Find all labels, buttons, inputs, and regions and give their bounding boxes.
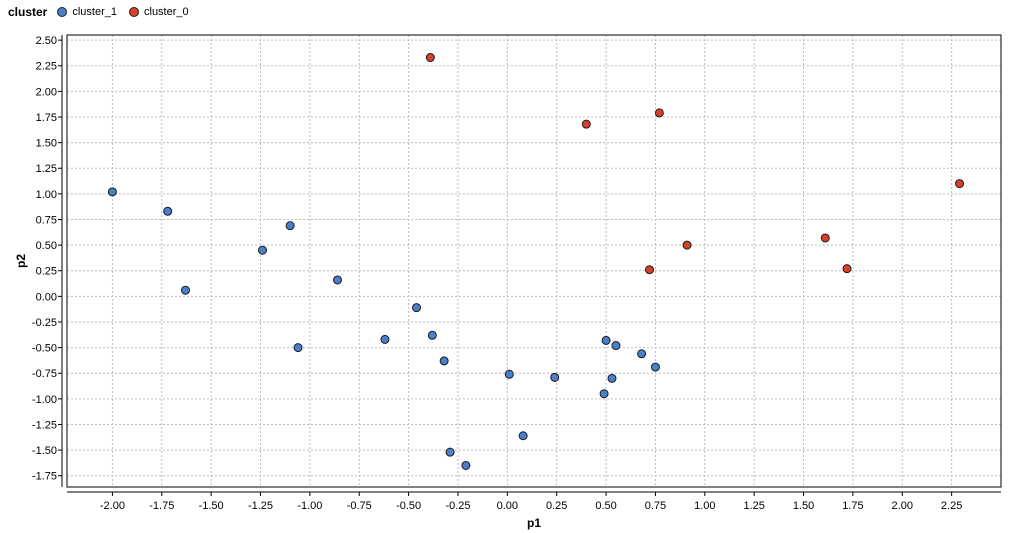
y-tick-label: 2.25 (36, 61, 57, 73)
x-tick-label: 1.50 (793, 500, 814, 512)
point-cluster-1 (285, 221, 295, 231)
legend-item-cluster-1[interactable]: cluster_1 (57, 6, 117, 18)
legend-label-cluster-0: cluster_0 (144, 6, 189, 18)
point-cluster-0 (842, 264, 852, 274)
point-cluster-1 (439, 356, 449, 366)
y-tick-label: 1.25 (36, 163, 57, 175)
x-tick-label: 2.00 (892, 500, 913, 512)
point-cluster-0 (425, 53, 435, 63)
x-tick-label: 0.50 (595, 500, 616, 512)
point-cluster-1 (504, 369, 514, 379)
y-axis-ticks: 2.50 2.25 2.00 1.75 1.50 1.25 1.00 0.75 0.50 0.25… (32, 35, 62, 483)
point-cluster-1 (412, 303, 422, 313)
y-tick-label: 2.50 (36, 35, 57, 47)
y-tick-label: -1.25 (32, 419, 57, 431)
y-axis-title: p2 (14, 254, 28, 268)
x-tick-label: 0.25 (546, 500, 567, 512)
point-cluster-1 (607, 373, 617, 383)
legend-item-cluster-0[interactable]: cluster_0 (129, 6, 189, 18)
point-cluster-1 (107, 187, 117, 197)
y-tick-label: 0.25 (36, 266, 57, 278)
point-cluster-1 (599, 389, 609, 399)
point-cluster-1 (257, 245, 267, 255)
point-cluster-1 (163, 206, 173, 216)
point-cluster-1 (550, 372, 560, 382)
y-tick-label: -0.50 (32, 343, 57, 355)
x-tick-label: -1.25 (248, 500, 273, 512)
y-tick-label: 2.00 (36, 86, 57, 98)
y-tick-label: -0.25 (32, 317, 57, 329)
x-tick-label: 1.75 (842, 500, 863, 512)
y-tick-label: 1.00 (36, 189, 57, 201)
y-tick-label: 1.50 (36, 138, 57, 150)
x-tick-label: -0.75 (347, 500, 372, 512)
point-cluster-1 (637, 349, 647, 359)
legend: cluster cluster_1 cluster_0 (8, 3, 201, 21)
point-cluster-0 (955, 179, 965, 189)
y-tick-label: 1.75 (36, 112, 57, 124)
y-tick-label: 0.00 (36, 291, 57, 303)
data-points (107, 53, 965, 470)
point-cluster-1 (650, 362, 660, 372)
legend-swatch-cluster-1 (57, 7, 68, 17)
x-tick-label: 0.00 (497, 500, 518, 512)
point-cluster-0 (682, 240, 692, 250)
legend-label-cluster-1: cluster_1 (72, 6, 117, 18)
legend-swatch-cluster-0 (129, 7, 139, 17)
point-cluster-1 (380, 334, 390, 344)
point-cluster-0 (645, 265, 655, 275)
x-tick-label: 0.75 (645, 500, 666, 512)
plot-frame (66, 34, 1002, 488)
y-tick-label: 0.50 (36, 240, 57, 252)
point-cluster-0 (654, 108, 664, 118)
x-tick-label: -0.50 (396, 500, 421, 512)
x-tick-label: -1.50 (199, 500, 224, 512)
point-cluster-1 (427, 330, 437, 340)
point-cluster-1 (445, 447, 455, 457)
y-tick-label: 0.75 (36, 214, 57, 226)
grid-lines (67, 35, 1001, 487)
point-cluster-1 (293, 343, 303, 353)
x-axis-ticks: -2.00 -1.75 -1.50 -1.25 -1.00 -0.75 -0.50 -0.25… (100, 492, 962, 512)
x-tick-label: 1.25 (743, 500, 764, 512)
y-tick-label: -0.75 (32, 368, 57, 380)
x-tick-label: -1.75 (149, 500, 174, 512)
x-tick-label: -0.25 (445, 500, 470, 512)
point-cluster-1 (461, 460, 471, 470)
point-cluster-1 (601, 335, 611, 345)
y-tick-label: -1.00 (32, 394, 57, 406)
point-cluster-0 (820, 233, 830, 243)
point-cluster-1 (180, 285, 190, 295)
y-tick-label: -1.50 (32, 445, 57, 457)
y-tick-label: -1.75 (32, 471, 57, 483)
point-cluster-1 (518, 431, 528, 441)
point-cluster-1 (333, 275, 343, 285)
x-axis-title: p1 (527, 516, 541, 530)
legend-title: cluster (8, 5, 48, 19)
point-cluster-1 (611, 341, 621, 351)
x-tick-label: -1.00 (297, 500, 322, 512)
x-tick-label: 1.00 (694, 500, 715, 512)
x-tick-label: -2.00 (100, 500, 125, 512)
x-tick-label: 2.25 (941, 500, 962, 512)
point-cluster-0 (581, 119, 591, 129)
